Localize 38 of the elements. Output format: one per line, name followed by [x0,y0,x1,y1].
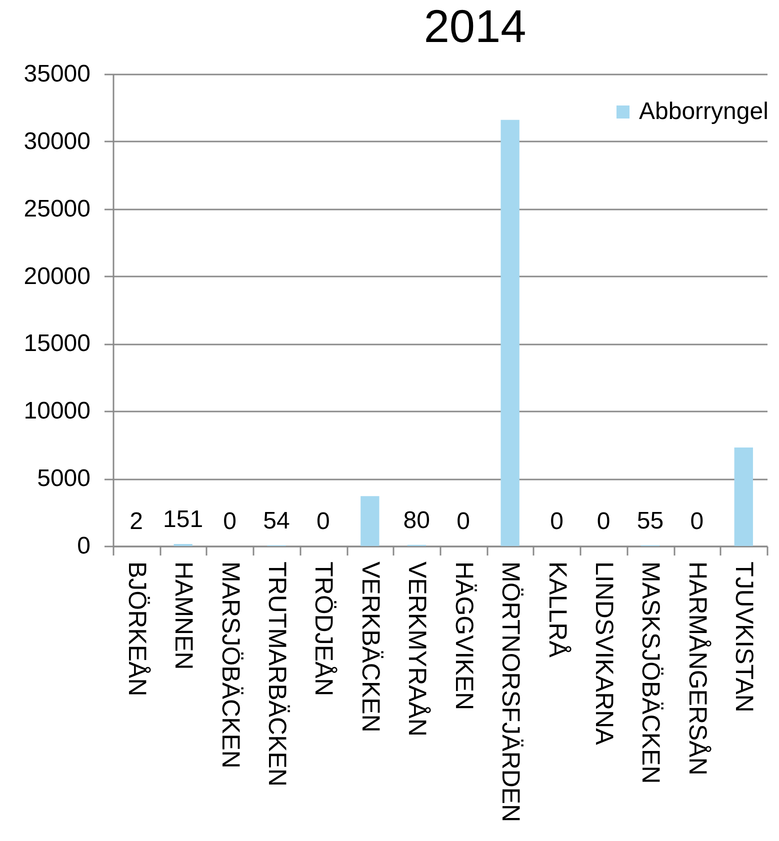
x-tick-label: MASKSJÖBÄCKEN [636,562,665,784]
x-tick-label: BJÖRKEÅN [122,562,151,696]
data-label: 80 [403,506,430,534]
y-tick-label: 15000 [24,330,90,358]
x-tick-label: VERKMYRAÅN [403,562,432,737]
y-tick-label: 5000 [37,465,90,492]
data-label: 0 [550,508,564,535]
data-label: 55 [636,507,664,534]
data-label: 2 [130,508,144,535]
data-label: 0 [690,508,704,535]
x-tick-label: HAMNEN [170,562,198,670]
x-tick-label: TRÖDJEÅN [310,562,338,696]
x-tick-label: HARMÅNGERSÅN [683,562,712,776]
y-tick-label: 35000 [24,60,90,88]
data-label: 0 [456,508,470,535]
y-tick-label: 20000 [24,262,90,290]
x-tick-label: TJUVKISTAN [730,562,758,712]
x-tick-label: HÄGGVIKEN [450,562,478,710]
y-tick-label: 25000 [24,195,90,222]
x-tick-label: KALLRÅ [543,562,572,658]
legend-label: Abborryngel [639,98,768,125]
data-label: 0 [223,508,236,535]
data-label: 0 [596,508,610,535]
x-tick-label: VERKBÄCKEN [356,562,384,732]
x-tick-label: MÖRTNORSFJÄRDEN [496,562,525,822]
y-tick-label: 30000 [24,128,90,155]
y-tick-label: 0 [77,532,90,560]
data-label: 0 [316,508,330,535]
bar [500,120,520,546]
bar [360,496,380,546]
y-tick-label: 10000 [24,398,90,425]
x-tick-label: LINDSVIKARNA [590,562,618,746]
x-tick-label: TRUTMARBÄCKEN [263,562,291,787]
data-label: 151 [163,506,204,533]
bar [734,448,753,546]
chart-title: 2014 [424,0,526,52]
x-tick-label: MARSJÖBÄCKEN [216,562,244,768]
data-label: 54 [263,507,290,534]
